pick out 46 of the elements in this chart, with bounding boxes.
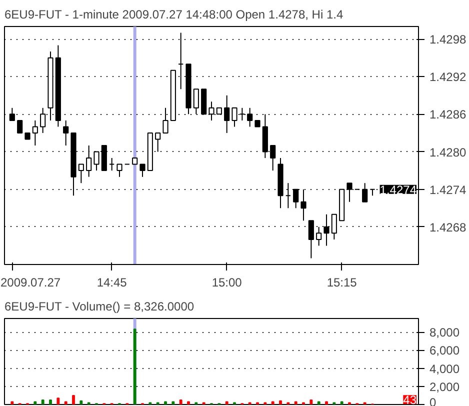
y-tick-label: 1.4274 [430, 182, 467, 197]
candlestick [9, 107, 15, 121]
candlestick [293, 188, 299, 209]
annotation: 1.4274 [380, 182, 417, 197]
candlestick [208, 101, 214, 121]
y-tick-label: 6,000 [430, 344, 460, 358]
candlestick [362, 182, 368, 202]
candlestick [155, 132, 161, 152]
candlestick [40, 107, 46, 134]
candlestick [239, 107, 245, 121]
candlestick [140, 164, 146, 178]
candlestick [94, 151, 100, 172]
x-tick-label: 2009.07.27 [0, 276, 61, 290]
candlestick [78, 164, 84, 184]
candlestick [232, 107, 238, 128]
candlestick [285, 182, 291, 209]
y-tick-label: 1.4286 [430, 108, 467, 122]
candlestick [109, 158, 115, 172]
annotation: 43 [403, 393, 417, 406]
candlestick [224, 94, 230, 134]
candlestick [32, 120, 38, 146]
candlestick [308, 220, 314, 259]
y-tick-label: 1.4292 [430, 70, 467, 84]
candlestick [162, 107, 168, 134]
candlestick [300, 188, 306, 222]
y-tick-label: 4,000 [430, 362, 460, 376]
chart-title: 6EU9-FUT - Volume() = 8,326.0000 [4, 300, 194, 314]
candlestick [116, 164, 122, 178]
candlestick [17, 120, 23, 134]
candlestick [270, 145, 276, 172]
y-tick-label: 1.4280 [430, 145, 467, 160]
candlestick [63, 120, 69, 146]
y-tick-label: 8,000 [430, 326, 460, 340]
candlestick [193, 88, 199, 115]
candlestick [247, 107, 253, 128]
y-tick-label: 1.4298 [430, 32, 467, 47]
chart-title: 6EU9-FUT - 1-minute 2009.07.27 14:48:00 Open 1.4278, Hi 1.4 [4, 8, 344, 22]
y-tick-label: 2,000 [430, 380, 460, 394]
candlestick [316, 226, 322, 246]
candlestick [346, 182, 352, 202]
candlestick [331, 214, 337, 240]
x-tick-label: 14:45 [96, 276, 128, 290]
x-tick-label: 15:15 [326, 276, 358, 290]
candlestick [86, 145, 92, 178]
y-tick-label: 1.4268 [430, 220, 467, 234]
x-tick-label: 15:00 [212, 276, 242, 290]
